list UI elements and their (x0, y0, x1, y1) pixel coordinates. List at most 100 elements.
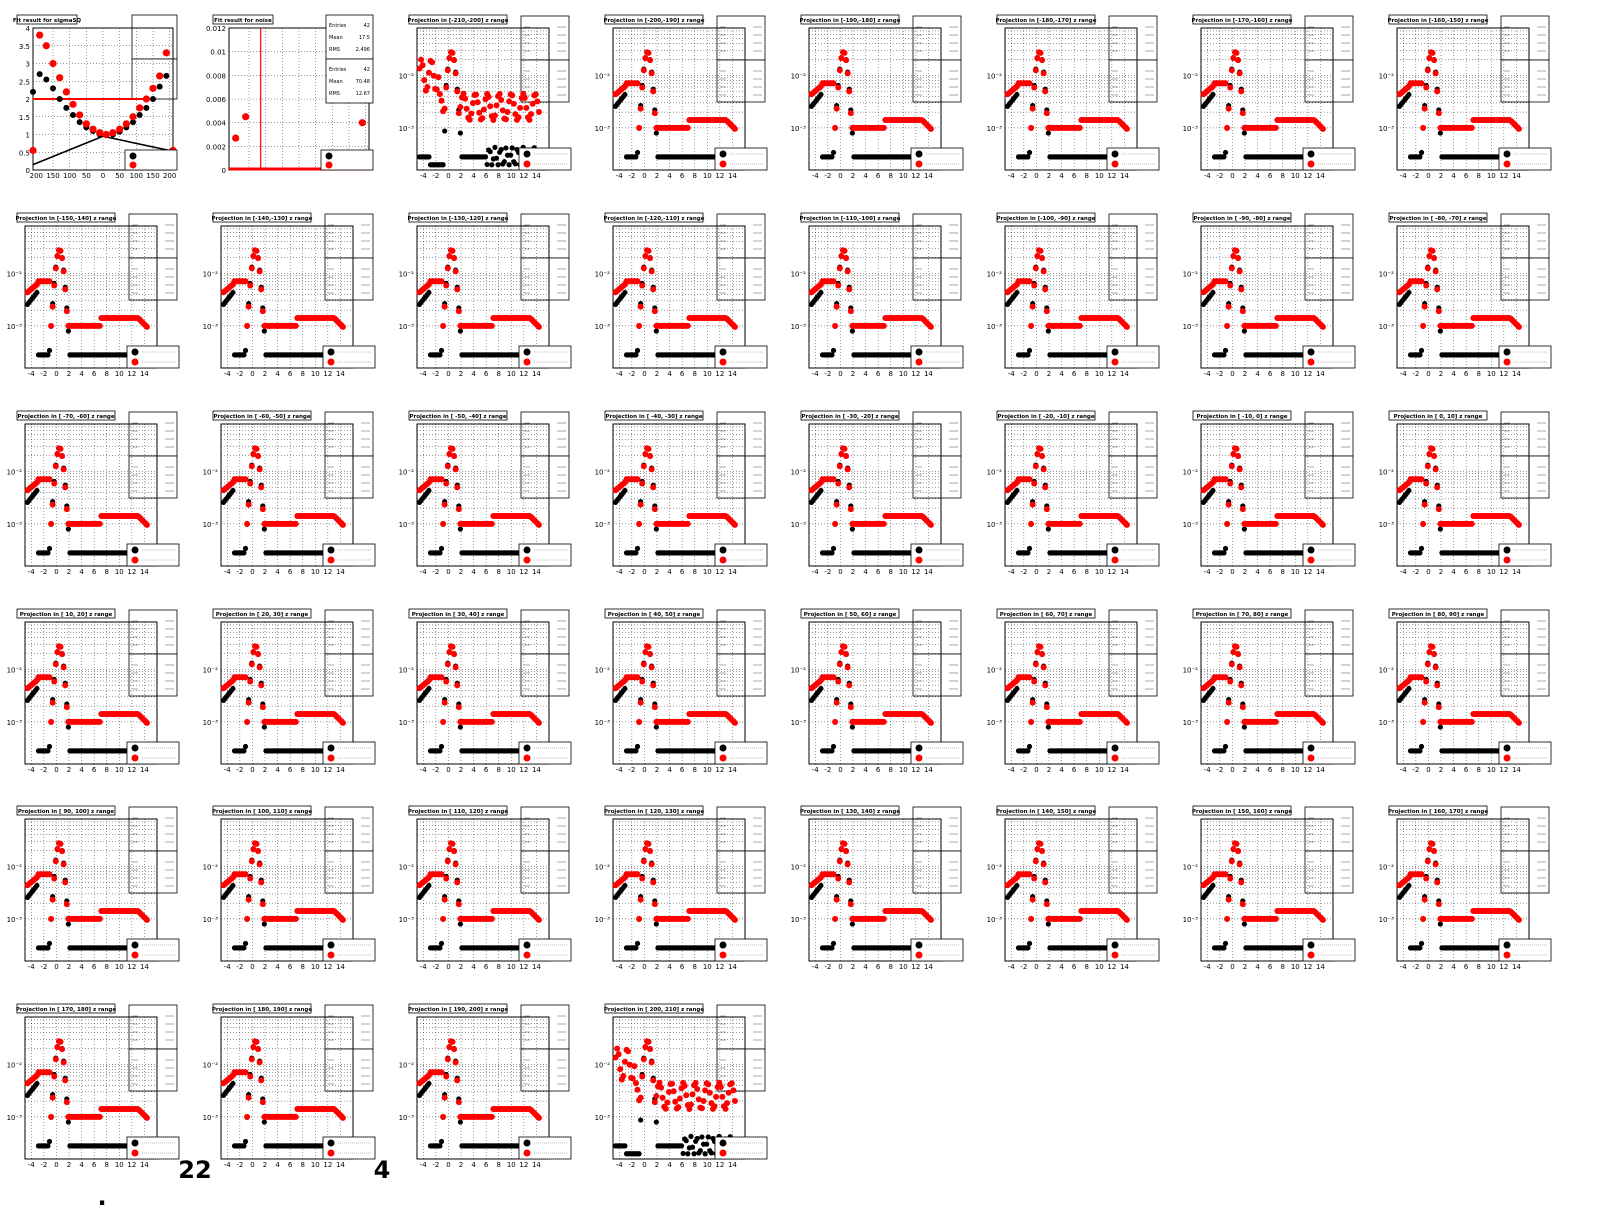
x-tick-label: -4 (420, 568, 428, 576)
x-tick-label: 8 (1084, 172, 1088, 180)
panel-title: Projection in [-120,-110] z range (604, 216, 705, 222)
x-tick-label: 0 (642, 172, 646, 180)
data-point-red (253, 247, 260, 254)
y-tick-label: 1 (26, 132, 30, 140)
x-tick-label: 10 (1487, 568, 1496, 576)
legend-marker-red (719, 556, 727, 564)
x-tick-label: 2 (851, 172, 855, 180)
projection-panel: Projection in [-180,-170] z range -4 -2 0 2 4… (987, 14, 1160, 180)
x-tick-label: 10 (703, 568, 712, 576)
x-tick-label: 2 (67, 370, 71, 378)
data-point-red (1028, 124, 1035, 131)
y-tick-label: 10⁻³ (1379, 323, 1395, 331)
data-point-red (244, 520, 251, 527)
data-point-red (1031, 282, 1038, 289)
x-tick-label: -4 (812, 568, 820, 576)
data-point-black (849, 130, 855, 136)
panel-title-box (996, 212, 1096, 223)
legend-marker-red (131, 556, 139, 564)
projection-panel: Projection in [ -80, -70] z range -4 -2 0 2 4… (1379, 212, 1552, 378)
data-point-red (1426, 55, 1433, 62)
x-tick-label: 0 (838, 370, 842, 378)
data-point-red (645, 247, 652, 254)
x-tick-label: 14 (924, 370, 933, 378)
x-tick-label: -4 (616, 568, 624, 576)
data-point-red (143, 323, 150, 330)
stats-box (716, 411, 766, 457)
stats-box (1500, 213, 1550, 259)
data-point-red (56, 74, 64, 82)
legend-marker-red (1111, 358, 1119, 366)
x-tick-label: 14 (1316, 568, 1325, 576)
panel-title: Projection in [-210,-200] z range (408, 18, 509, 24)
x-tick-label: 10 (1291, 568, 1300, 576)
data-point-red (1424, 67, 1431, 74)
data-point-black (1241, 130, 1247, 136)
data-point-red (528, 111, 535, 118)
legend-box (714, 345, 768, 369)
x-tick-label: 6 (1464, 172, 1469, 180)
data-point-red (1026, 278, 1033, 285)
data-point-black (1437, 328, 1443, 334)
data-point-red (242, 476, 249, 483)
x-tick-label: 8 (692, 568, 696, 576)
data-point-red (1238, 88, 1245, 95)
x-tick-label: 12 (127, 370, 136, 378)
x-tick-label: -2 (432, 568, 439, 576)
stats-box (1108, 15, 1158, 61)
x-tick-label: 10 (1095, 568, 1104, 576)
data-point-red (1042, 286, 1049, 293)
plot-frame (416, 27, 550, 171)
data-point-black (440, 162, 446, 168)
data-point-red (1227, 84, 1234, 91)
x-tick-label: -4 (1400, 370, 1408, 378)
data-point-black (849, 526, 855, 532)
data-point-red (636, 520, 643, 527)
y-tick-label: 10⁻³ (1183, 521, 1199, 529)
data-point-red (149, 84, 157, 92)
panel-title: Fit result for sigmaSQ (13, 18, 82, 24)
data-point-red (59, 453, 66, 460)
data-point-black (1221, 154, 1227, 160)
legend-box (322, 345, 376, 369)
stats-box (912, 213, 962, 259)
legend-marker-red (915, 160, 923, 168)
data-point-red (833, 105, 840, 112)
data-point-red (1227, 282, 1234, 289)
stats-value: 70.48 (356, 79, 370, 85)
data-point-red (1225, 501, 1232, 508)
x-tick-label: 0 (642, 568, 646, 576)
legend-box (910, 147, 964, 171)
data-point-red (52, 463, 59, 470)
stats-box (324, 411, 374, 457)
x-tick-label: 10 (899, 370, 908, 378)
x-tick-label: 14 (1316, 172, 1325, 180)
data-point-red (425, 69, 432, 76)
x-tick-label: -4 (1204, 370, 1212, 378)
y-tick-label: 2 (26, 96, 30, 104)
y-tick-label: 10⁻³ (987, 125, 1003, 133)
x-tick-label: 8 (104, 568, 108, 576)
x-tick-label: 4 (275, 370, 280, 378)
x-tick-label: 8 (1280, 172, 1284, 180)
stats-box (1304, 257, 1354, 301)
x-tick-label: 14 (336, 568, 345, 576)
x-tick-label: 14 (532, 568, 541, 576)
data-point-red (637, 105, 644, 112)
data-point-red (49, 59, 57, 68)
data-point-black (230, 487, 236, 494)
x-tick-label: 4 (1059, 370, 1064, 378)
data-point-red (1228, 463, 1235, 470)
y-tick-label: 0.5 (19, 149, 30, 157)
x-tick-label: 8 (300, 370, 304, 378)
stats-box (1108, 411, 1158, 457)
data-point-red (1432, 70, 1439, 77)
data-point-red (339, 521, 346, 528)
data-point-black (633, 154, 639, 160)
data-point-black (43, 76, 50, 83)
data-point-red (1233, 445, 1240, 452)
x-tick-label: -4 (1008, 370, 1016, 378)
x-tick-label: 6 (1268, 568, 1273, 576)
data-point-red (248, 265, 255, 272)
data-point-red (466, 116, 473, 123)
